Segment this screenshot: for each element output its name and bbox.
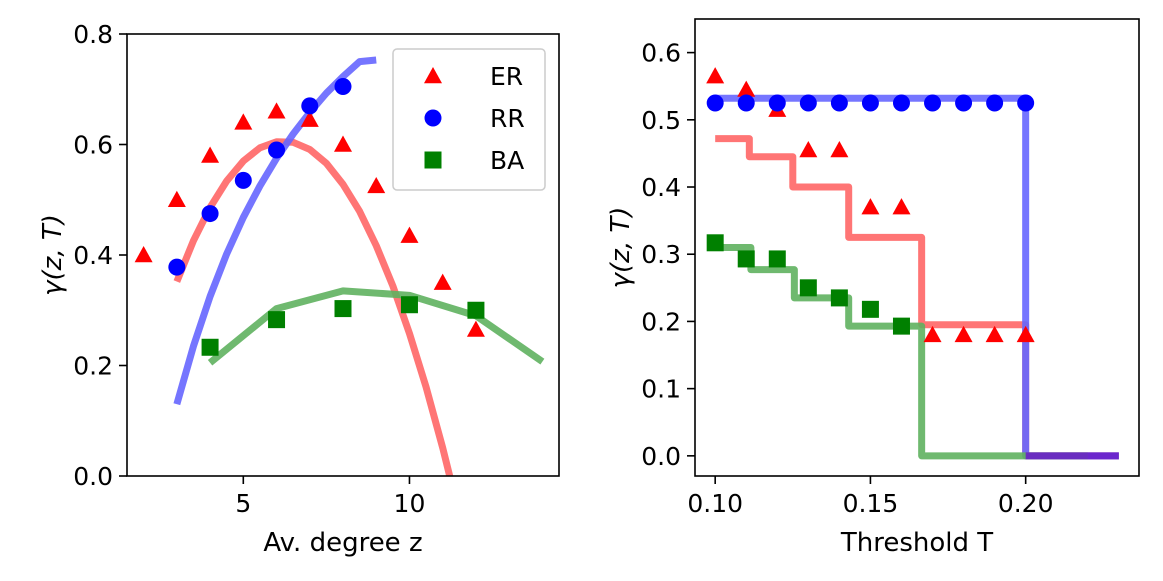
series-1-point xyxy=(737,94,755,112)
er-point xyxy=(334,135,352,152)
y-tick-label: 0.2 xyxy=(73,352,113,381)
rr-point xyxy=(301,97,319,115)
series-1-point xyxy=(706,94,724,112)
series-1-point xyxy=(986,94,1004,112)
y-axis-label: γ(z, T) xyxy=(38,214,68,296)
legend-label: ER xyxy=(490,62,523,91)
rr-point xyxy=(168,258,186,276)
left-panel: 5 10 0.0 0.2 0.4 0.6 0.8 Av. degree z γ(z, T) ER R… xyxy=(38,20,560,558)
series-1-point xyxy=(861,94,879,112)
right-panel: 0.10 0.15 0.20 0.0 0.1 0.2 0.3 0.4 0.5 0.6 Thresho… xyxy=(606,18,1140,558)
er-point xyxy=(267,102,286,119)
y-tick-label: 0.6 xyxy=(73,131,113,160)
y-tick-label: 0.3 xyxy=(641,240,681,269)
y-tick-label: 0.4 xyxy=(73,241,113,270)
x-axis-label: Threshold T xyxy=(840,528,993,558)
er-point xyxy=(201,146,220,163)
y-axis-label: γ(z, T) xyxy=(606,207,636,289)
ba-point xyxy=(467,301,485,319)
series-1-point xyxy=(768,94,786,112)
er-point xyxy=(400,226,419,243)
er-point xyxy=(134,246,153,263)
fit-line-0 xyxy=(715,135,1119,460)
legend-label: BA xyxy=(490,146,524,175)
series-0-point xyxy=(737,80,756,97)
series-2-point xyxy=(737,250,755,268)
series-0-point xyxy=(706,67,725,84)
series-2-point xyxy=(861,300,879,318)
y-tick-label: 0.4 xyxy=(641,173,681,202)
x-tick-label: 0.10 xyxy=(687,489,743,518)
series-2-point xyxy=(768,250,786,268)
x-tick-label: 10 xyxy=(394,489,426,518)
er-point xyxy=(466,320,485,337)
y-tick-label: 0.2 xyxy=(641,307,681,336)
series-0-point xyxy=(985,325,1004,343)
er-point xyxy=(367,176,386,194)
series-2-point xyxy=(892,317,910,335)
legend-marker xyxy=(424,151,442,169)
fit-line-2 xyxy=(715,244,1088,460)
y-tick-label: 0.5 xyxy=(641,106,681,135)
legend-marker xyxy=(424,67,442,84)
y-tick-label: 0.8 xyxy=(73,20,113,49)
ba-point xyxy=(268,311,286,329)
series-1-point xyxy=(924,94,942,112)
series-1-point xyxy=(830,94,848,112)
er-point xyxy=(167,190,186,207)
ba-point xyxy=(400,296,418,314)
series-0-point xyxy=(799,141,818,158)
series-0-point xyxy=(892,198,911,215)
ba-point xyxy=(201,338,219,356)
series-2-point xyxy=(706,234,724,252)
er-point xyxy=(433,273,452,290)
x-axis-label: Av. degree z xyxy=(263,528,422,558)
rr-point xyxy=(234,171,252,189)
series-0-point xyxy=(954,325,973,343)
series-2-point xyxy=(799,279,817,297)
fit-line-2 xyxy=(207,287,545,366)
rr-point xyxy=(268,141,286,159)
legend-label: RR xyxy=(490,104,525,133)
fit-line-0 xyxy=(173,138,454,476)
er-point xyxy=(300,110,319,127)
series-1-point xyxy=(892,94,910,112)
y-tick-label: 0.1 xyxy=(641,375,681,404)
x-tick-label: 5 xyxy=(235,489,251,518)
y-tick-label: 0.0 xyxy=(641,442,681,471)
series-0-point xyxy=(923,325,942,343)
series-0-point xyxy=(1016,325,1035,343)
er-point xyxy=(234,113,253,130)
series-1-point xyxy=(955,94,973,112)
legend-marker xyxy=(424,109,442,127)
series-1-point xyxy=(799,94,817,112)
fit-line-1 xyxy=(715,94,1119,460)
rr-point xyxy=(334,77,352,95)
y-tick-label: 0.6 xyxy=(641,39,681,68)
series-2-point xyxy=(830,289,848,307)
y-tick-label: 0.0 xyxy=(73,462,113,491)
ba-point xyxy=(334,300,352,318)
axes-frame xyxy=(694,18,1140,477)
series-0-point xyxy=(861,198,880,215)
series-0-point xyxy=(830,141,849,158)
x-tick-label: 0.15 xyxy=(843,489,899,518)
series-1-point xyxy=(1017,94,1035,112)
x-tick-label: 0.20 xyxy=(998,489,1054,518)
rr-point xyxy=(201,205,219,223)
